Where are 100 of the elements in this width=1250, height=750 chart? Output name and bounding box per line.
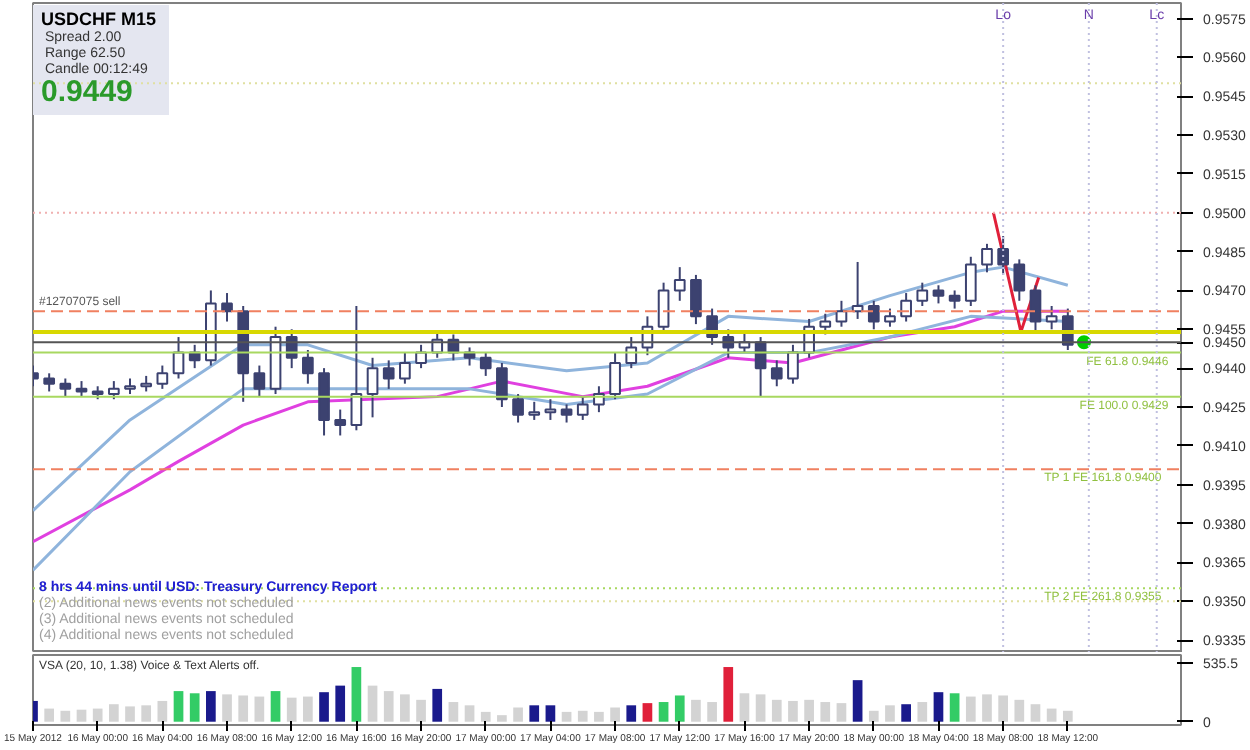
bar: [1014, 699, 1025, 722]
candlestick: [1045, 304, 1058, 331]
candlestick: [673, 266, 686, 302]
bar: [432, 688, 443, 722]
bar: [545, 705, 556, 722]
candlestick: [382, 359, 395, 390]
bar: [771, 699, 782, 722]
bar: [319, 692, 329, 722]
bar: [610, 707, 620, 722]
candlestick: [334, 408, 347, 437]
bar: [497, 715, 507, 722]
candlestick: [560, 403, 573, 424]
candlestick: [366, 356, 379, 419]
bar: [707, 702, 717, 722]
bar: [658, 702, 669, 722]
candlestick: [399, 351, 411, 385]
bar: [173, 691, 184, 722]
bar: [125, 706, 135, 722]
bar: [206, 691, 216, 722]
bar: [917, 702, 928, 722]
bar: [674, 695, 685, 722]
bar: [1030, 704, 1041, 722]
bar: [383, 691, 394, 722]
bar: [901, 704, 911, 722]
bar: [335, 685, 346, 722]
candlestick: [253, 364, 266, 398]
bar: [416, 699, 426, 722]
bar: [836, 703, 847, 722]
bar: [448, 702, 459, 722]
candlestick: [770, 359, 783, 388]
bar: [852, 680, 863, 722]
bar: [982, 694, 992, 722]
bar: [755, 694, 766, 722]
candlestick: [496, 361, 508, 408]
annotation: USDCHF M15: [41, 9, 157, 29]
bar: [594, 711, 604, 722]
bar: [739, 693, 750, 722]
candlestick: [107, 380, 120, 401]
candlestick: [528, 400, 541, 421]
bar: [1046, 708, 1057, 722]
candlestick: [318, 367, 330, 437]
annotation: 0.9449: [41, 75, 133, 109]
bar: [351, 667, 362, 722]
bar: [933, 692, 944, 722]
candlestick: [884, 307, 896, 328]
candlestick: [625, 336, 638, 370]
bar: [464, 705, 475, 722]
bar: [998, 695, 1008, 722]
candlestick: [787, 343, 799, 385]
candlestick: [479, 351, 492, 377]
bar: [189, 693, 200, 722]
bar: [804, 699, 814, 722]
bar: [254, 696, 265, 722]
bar: [60, 710, 71, 722]
candlestick: [657, 281, 670, 333]
bar: [400, 694, 410, 722]
candlestick: [932, 284, 945, 305]
candlestick: [156, 364, 169, 390]
candlestick: [981, 242, 993, 274]
bar: [788, 700, 798, 722]
candlestick: [609, 351, 621, 401]
candlestick: [916, 281, 929, 307]
bar: [513, 707, 523, 722]
candlestick: [948, 289, 961, 310]
bar: [367, 685, 378, 722]
bar: [108, 704, 119, 722]
candlestick: [221, 292, 233, 323]
candlestick: [867, 299, 880, 331]
bar: [1062, 710, 1073, 722]
bar: [157, 700, 168, 722]
candlestick: [964, 255, 977, 307]
bar: [868, 710, 879, 722]
bar: [238, 695, 249, 722]
bar: [885, 705, 895, 722]
bar: [965, 696, 976, 722]
bar: [44, 708, 55, 722]
bar: [577, 710, 588, 722]
bar: [642, 703, 653, 722]
bar: [626, 705, 637, 722]
candlestick: [1013, 258, 1026, 302]
candlestick: [59, 377, 72, 398]
bar: [949, 693, 960, 722]
bar: [286, 697, 297, 722]
candlestick: [690, 273, 702, 326]
bar: [529, 705, 540, 722]
candlestick: [1029, 284, 1042, 333]
bar: [303, 696, 313, 722]
candlestick: [576, 395, 589, 421]
bar: [76, 709, 87, 722]
bar: [92, 708, 103, 722]
bar: [141, 705, 152, 722]
candlestick: [512, 393, 524, 424]
bar: [270, 691, 281, 722]
bar: [691, 699, 701, 722]
candlestick: [43, 372, 56, 393]
candlestick: [302, 349, 314, 385]
candlestick: [835, 299, 848, 328]
bar: [723, 667, 734, 722]
bar: [480, 711, 491, 722]
bar: [820, 702, 831, 722]
